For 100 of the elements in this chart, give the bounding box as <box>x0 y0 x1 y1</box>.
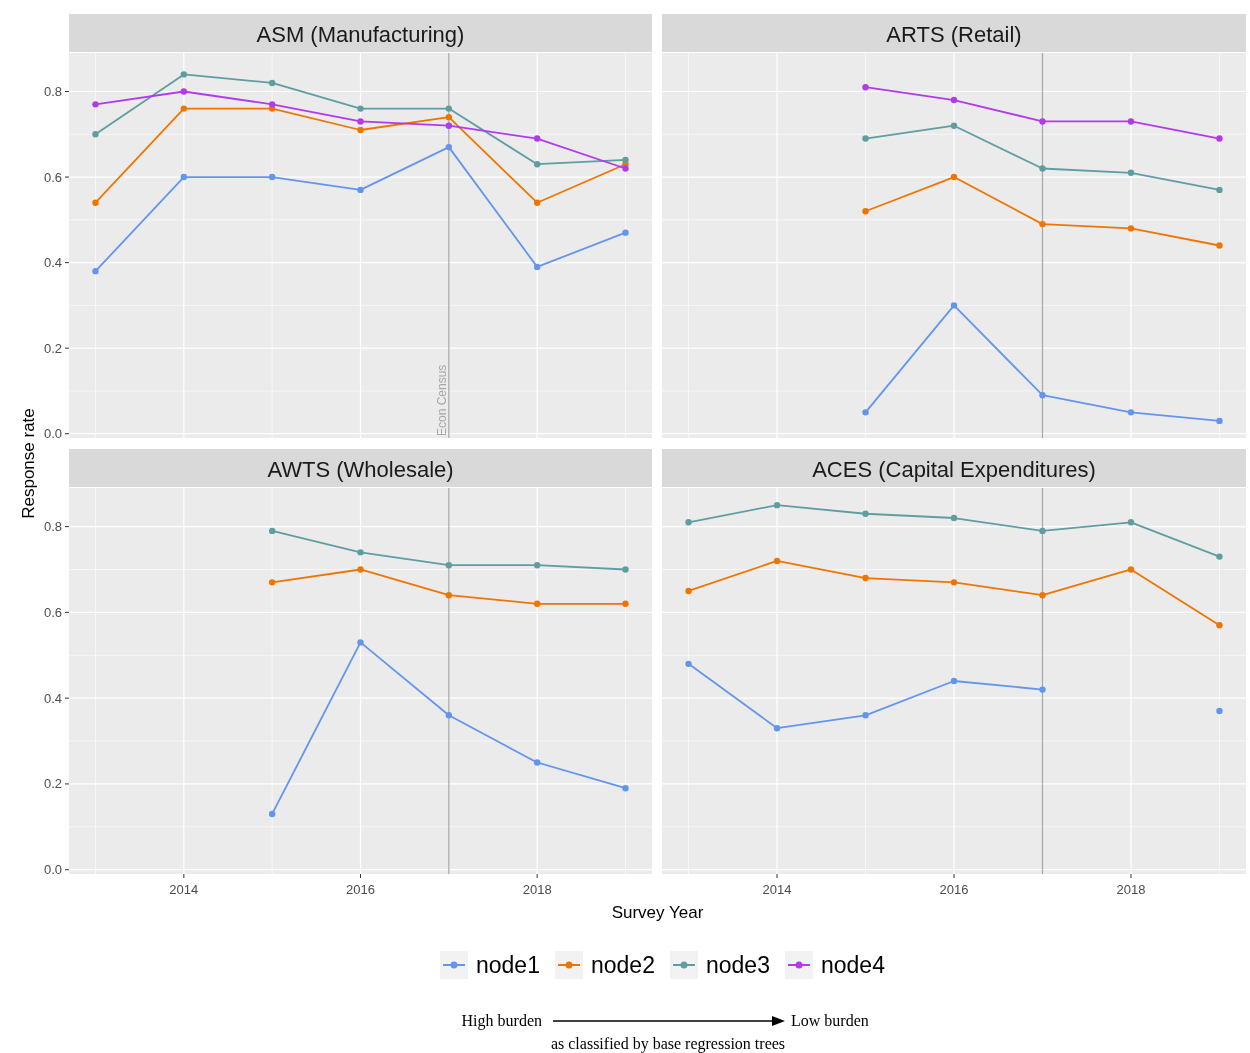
chart-title: ACES (Capital Expenditures) <box>812 456 1096 482</box>
point <box>1127 519 1135 526</box>
point <box>268 579 276 586</box>
point <box>1039 392 1046 399</box>
point <box>533 600 541 607</box>
y-tick-label: 0.0 <box>43 862 62 878</box>
legend-label: node2 <box>591 952 655 978</box>
text: as classified by base regression trees <box>550 1035 786 1053</box>
point <box>445 105 453 112</box>
point <box>950 677 958 685</box>
legend-label: node4 <box>821 952 886 978</box>
chart-title: ARTS (Retail) <box>886 21 1022 47</box>
chart-title: ASM (Manufacturing) <box>256 21 465 47</box>
point <box>1127 225 1135 232</box>
point <box>533 135 541 142</box>
point <box>1127 169 1135 176</box>
point <box>1039 592 1046 599</box>
x-tick-label: 2016 <box>939 882 969 897</box>
point <box>1216 707 1223 715</box>
x-tick-label: 2014 <box>762 882 792 897</box>
y-axis-title: Response rate <box>19 408 38 519</box>
y-tick-label: 0.2 <box>43 776 62 792</box>
point <box>950 122 958 129</box>
point <box>180 173 188 181</box>
point <box>862 409 869 416</box>
point <box>180 88 188 95</box>
x-axis-title: Survey Year <box>611 903 704 922</box>
y-tick-label: 0.2 <box>43 340 62 356</box>
point <box>1127 118 1135 125</box>
point <box>622 600 629 607</box>
point <box>950 514 958 522</box>
point <box>92 131 99 138</box>
point <box>445 712 453 719</box>
point <box>862 574 869 582</box>
point <box>357 105 364 112</box>
point <box>357 639 364 646</box>
x-tick-label: 2018 <box>522 882 552 897</box>
point <box>357 186 364 194</box>
point <box>533 161 541 168</box>
point <box>445 592 453 599</box>
y-tick-label: 0.0 <box>43 426 62 442</box>
point <box>1127 566 1135 573</box>
point <box>1216 135 1223 142</box>
point <box>862 208 869 215</box>
point <box>622 566 629 573</box>
point <box>180 105 188 112</box>
point <box>445 562 453 569</box>
point <box>1127 409 1135 416</box>
chart-title: AWTS (Wholesale) <box>267 456 454 482</box>
point <box>773 724 781 732</box>
point <box>862 84 869 91</box>
x-tick-label: 2016 <box>346 882 375 897</box>
y-tick-label: 0.8 <box>43 84 62 99</box>
y-tick-label: 0.6 <box>43 604 62 620</box>
point <box>268 810 276 818</box>
point <box>862 135 869 142</box>
point <box>268 101 276 108</box>
point <box>685 660 692 668</box>
legend-label: node1 <box>476 952 540 978</box>
point <box>268 79 276 87</box>
point <box>357 549 364 556</box>
point <box>533 759 541 766</box>
point <box>622 229 629 236</box>
point <box>445 143 453 151</box>
point <box>950 96 958 104</box>
point <box>268 527 276 535</box>
point <box>773 557 781 565</box>
x-tick-label: 2014 <box>169 882 199 897</box>
point <box>1039 165 1046 172</box>
point <box>445 113 453 121</box>
point <box>92 101 99 108</box>
point <box>1216 622 1223 629</box>
point <box>533 263 541 271</box>
point <box>685 519 692 526</box>
point <box>862 712 869 719</box>
point <box>445 122 453 129</box>
point <box>1039 220 1046 228</box>
point <box>1216 242 1223 249</box>
y-tick-label: 0.6 <box>43 169 62 185</box>
point <box>357 566 364 573</box>
y-tick-label: 0.4 <box>43 255 62 271</box>
point <box>533 199 541 206</box>
point <box>1039 686 1046 693</box>
y-tick-label: 0.4 <box>43 690 62 706</box>
point <box>1039 118 1046 125</box>
point <box>950 302 958 309</box>
point <box>622 165 629 172</box>
point <box>357 126 364 134</box>
point <box>950 173 958 181</box>
text: Low burden <box>791 1012 869 1029</box>
point <box>950 579 958 586</box>
point <box>622 156 629 164</box>
point <box>1216 553 1223 560</box>
ref-line-label: Econ Census <box>434 364 449 436</box>
point <box>533 562 541 569</box>
point <box>685 587 692 595</box>
point <box>862 510 869 517</box>
point <box>773 501 781 509</box>
point <box>1039 527 1046 535</box>
y-tick-label: 0.8 <box>43 519 62 535</box>
